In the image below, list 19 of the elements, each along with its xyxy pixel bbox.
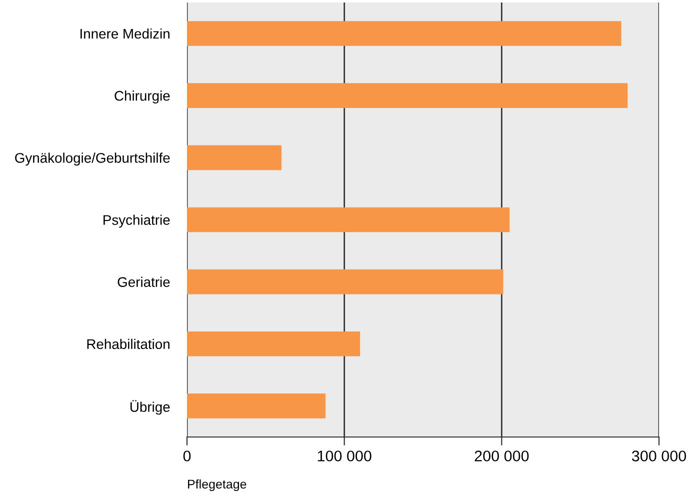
bar (187, 21, 622, 46)
bar (187, 269, 504, 294)
x-axis-title: Pflegetage (188, 479, 246, 492)
x-tick-label: 300 000 (632, 450, 686, 462)
y-tick-label: Innere Medizin (80, 28, 170, 39)
y-tick-label: Übrige (130, 400, 170, 415)
bar (187, 331, 360, 356)
y-tick-label: Psychiatrie (104, 214, 170, 228)
x-tick-label: 200 000 (474, 450, 529, 462)
y-tick-label: Rehabilitation (87, 338, 170, 350)
x-tick-label: 100 000 (318, 450, 372, 462)
bar (187, 83, 628, 108)
y-tick-label: Gynäkologie/Geburtshilfe (15, 152, 170, 166)
y-tick-label: Geriatrie (118, 276, 170, 287)
bar (187, 394, 326, 418)
bar (187, 207, 510, 232)
x-tick-label: 0 (183, 450, 191, 462)
bar (187, 145, 282, 170)
y-tick-label: Chirurgie (114, 90, 170, 104)
